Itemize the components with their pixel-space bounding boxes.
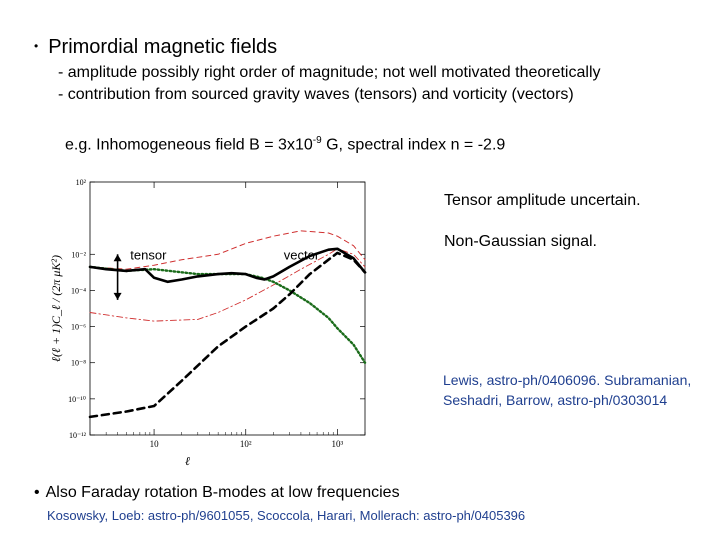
bullet-amplitude: - amplitude possibly right order of magn… (58, 64, 601, 81)
faraday-text: Also Faraday rotation B-modes at low fre… (45, 484, 400, 501)
x-tick-label: 10² (240, 439, 252, 449)
x-tick-label: 10 (150, 439, 160, 449)
y-axis-label: ℓ(ℓ + 1)C_ℓ / (2π μK²) (49, 255, 63, 362)
note-tensor-uncertain: Tensor amplitude uncertain. (444, 192, 641, 209)
reference-kosowsky: Kosowsky, Loeb: astro-ph/9601055, Scocco… (47, 508, 526, 523)
series-vector-dotted (88, 265, 367, 364)
power-spectrum-chart: 10² 10⁻² 10⁻⁴ 10⁻⁶ 10⁻⁸ 10⁻¹⁰ 10⁻¹² 10 10² 10³ ℓ ℓ(… (49, 178, 367, 468)
series-tensor-dashed (88, 251, 367, 419)
series-total (88, 247, 367, 284)
y-tick-label: 10⁻⁸ (71, 359, 86, 368)
example-field-line: e.g. Inhomogeneous field B = 3x10-9 G, s… (65, 135, 505, 154)
chart-series (88, 230, 367, 419)
bullet-dot: • (34, 39, 39, 53)
example-exponent: -9 (312, 135, 322, 146)
y-tick-label: 10⁻⁶ (71, 323, 86, 332)
annotation-tensor: tensor (130, 248, 167, 263)
x-axis-label: ℓ (185, 454, 190, 468)
x-tick-label: 10³ (332, 439, 344, 449)
y-tick-label: 10⁻² (71, 250, 86, 259)
bullet-contribution: - contribution from sourced gravity wave… (58, 86, 574, 103)
note-non-gaussian: Non-Gaussian signal. (444, 233, 597, 250)
plot-frame (89, 181, 366, 436)
slide-title-row: • Primordial magnetic fields (34, 36, 277, 59)
series-red-dashdot (89, 248, 366, 322)
y-tick-label: 10² (76, 178, 87, 187)
y-tick-label: 10⁻¹⁰ (68, 395, 86, 404)
chart-labels: 10² 10⁻² 10⁻⁴ 10⁻⁶ 10⁻⁸ 10⁻¹⁰ 10⁻¹² 10 10² 10³ ℓ ℓ(… (49, 178, 344, 468)
bullet-dot: • (34, 484, 40, 501)
example-prefix: e.g. Inhomogeneous field B = 3x10 (65, 136, 313, 154)
arrow-head-up (113, 254, 122, 262)
bullet-faraday: • Also Faraday rotation B-modes at low fr… (34, 484, 400, 502)
reference-lewis-subramanian: Lewis, astro-ph/0406096. Subramanian, Se… (443, 372, 692, 408)
annotation-vector: vector (284, 248, 320, 263)
arrow-head-down (113, 292, 122, 300)
y-tick-label: 10⁻⁴ (71, 286, 86, 295)
y-tick-label: 10⁻¹² (69, 431, 87, 440)
series-red-dashed (89, 230, 366, 270)
example-suffix: G, spectral index n = -2.9 (321, 136, 506, 154)
slide-title: Primordial magnetic fields (48, 36, 278, 58)
uncertainty-arrow (113, 254, 122, 300)
